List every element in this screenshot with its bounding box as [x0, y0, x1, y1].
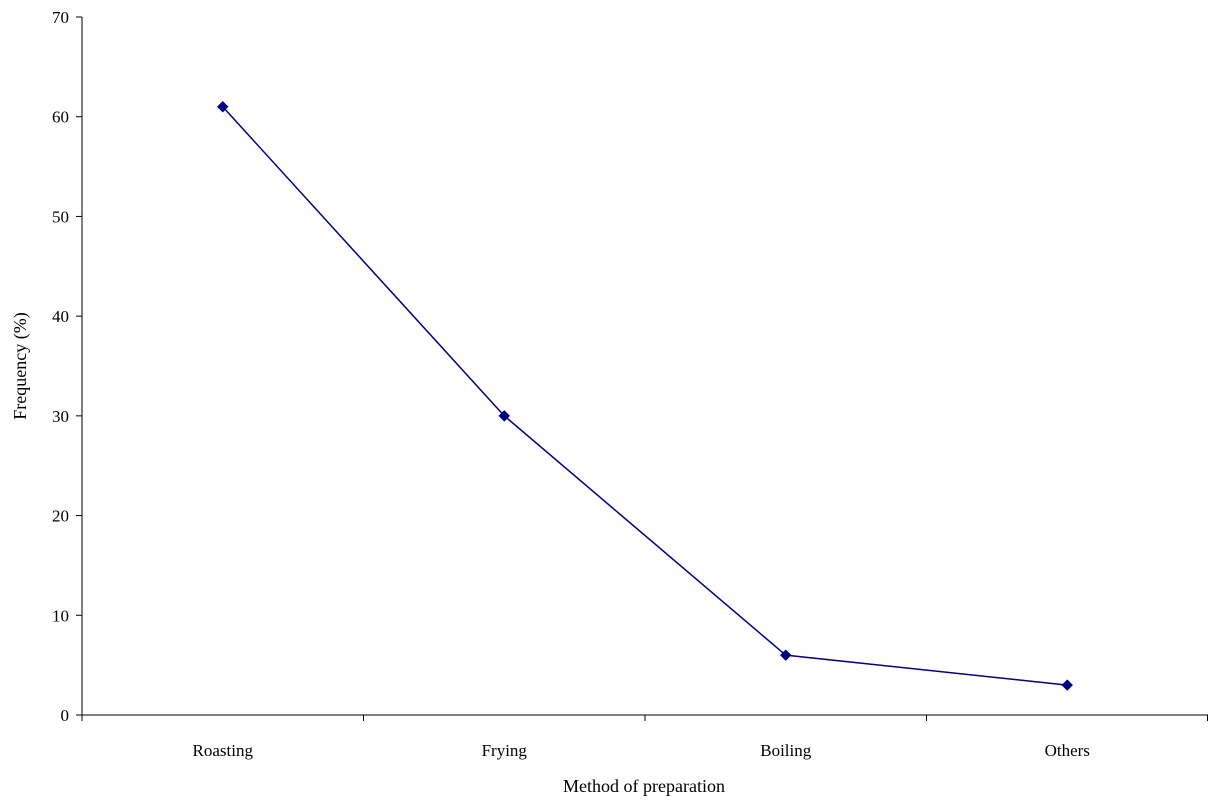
y-axis: 0 10 20 30 40 50 60 70 — [52, 8, 83, 725]
y-tick-label: 40 — [52, 307, 69, 326]
y-tick-label: 50 — [52, 207, 69, 226]
x-axis-title: Method of preparation — [563, 776, 725, 796]
series-line — [222, 106, 1068, 686]
y-tick-label: 0 — [61, 706, 70, 725]
y-axis-title: Frequency (%) — [10, 312, 31, 419]
data-point-marker — [780, 649, 792, 661]
data-point-marker — [498, 410, 510, 422]
x-tick-label: Roasting — [193, 741, 254, 760]
y-tick-label: 10 — [52, 606, 69, 625]
y-tick-label: 20 — [52, 507, 69, 526]
series-group — [217, 101, 1073, 691]
y-tick-label: 60 — [52, 108, 69, 127]
data-point-marker — [1061, 679, 1073, 691]
x-tick-label: Frying — [482, 741, 528, 760]
y-tick-label: 70 — [52, 8, 69, 27]
x-axis: Roasting Frying Boiling Others — [81, 714, 1208, 760]
x-tick-label: Boiling — [760, 741, 812, 760]
data-point-marker — [217, 101, 229, 113]
y-tick-label: 30 — [52, 407, 69, 426]
x-tick-label: Others — [1045, 741, 1090, 760]
